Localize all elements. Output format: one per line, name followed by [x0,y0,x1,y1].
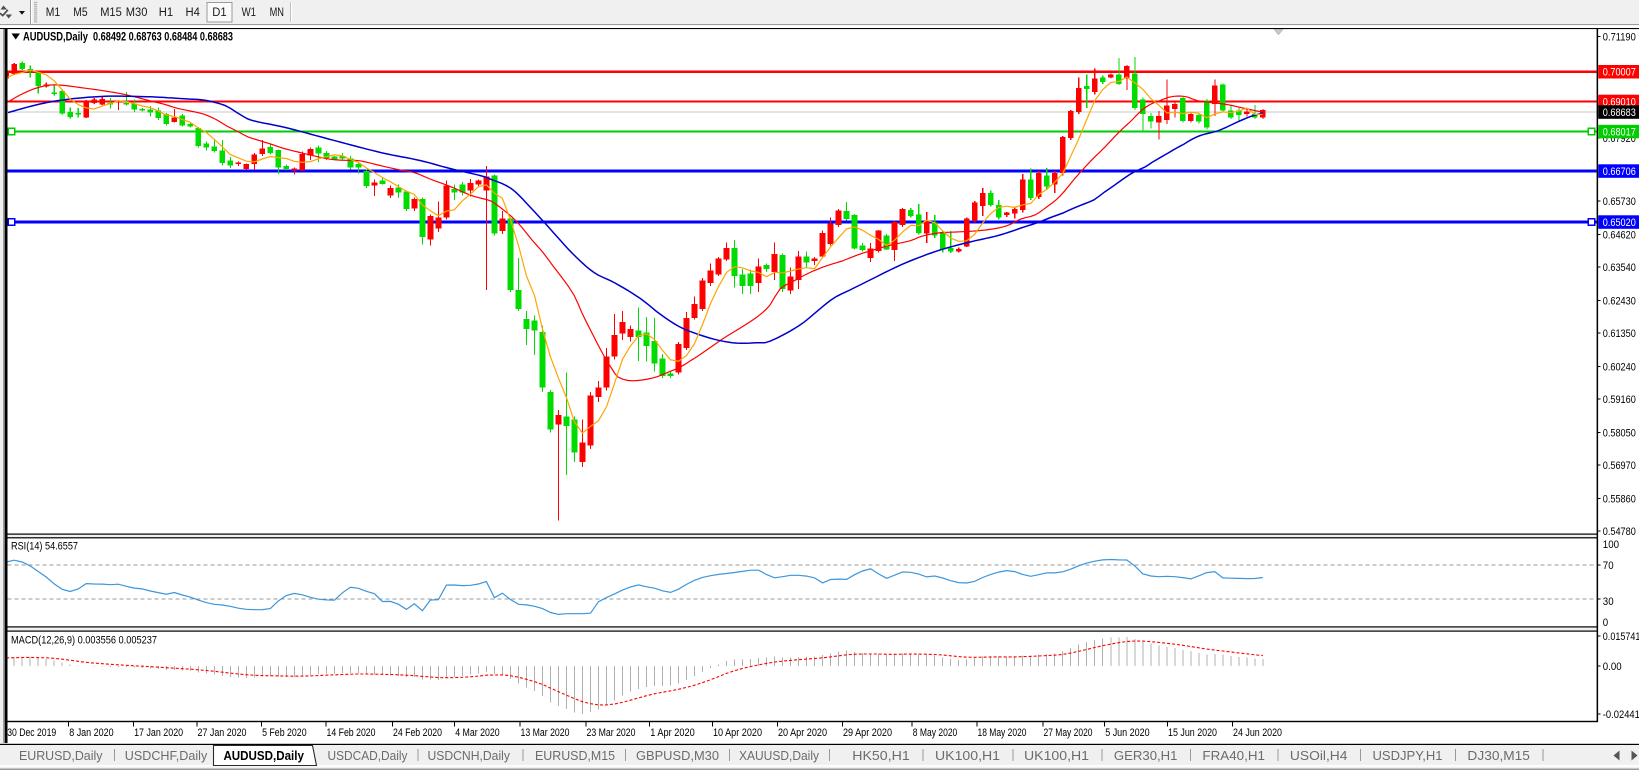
svg-text:EURUSD,Daily: EURUSD,Daily [19,749,103,763]
svg-text:M15: M15 [100,7,122,19]
svg-text:EURUSD,M15: EURUSD,M15 [535,749,615,763]
svg-text:100: 100 [1603,539,1619,551]
svg-text:23 Mar 2020: 23 Mar 2020 [587,727,636,739]
svg-text:4 Mar 2020: 4 Mar 2020 [455,727,500,739]
svg-text:17 Jan 2020: 17 Jan 2020 [134,727,183,739]
svg-text:24 Jun 2020: 24 Jun 2020 [1233,727,1282,739]
svg-text:1 Apr 2020: 1 Apr 2020 [650,727,695,739]
svg-text:USDCHF,Daily: USDCHF,Daily [125,749,208,763]
svg-text:H1: H1 [159,7,173,19]
svg-text:29 Apr 2020: 29 Apr 2020 [843,727,892,739]
svg-text:0.65730: 0.65730 [1603,196,1636,208]
svg-text:27 May 2020: 27 May 2020 [1044,727,1093,739]
svg-text:UK100,H1: UK100,H1 [1024,749,1089,763]
svg-text:70: 70 [1603,560,1614,572]
svg-text:0.59160: 0.59160 [1603,394,1636,406]
svg-text:M30: M30 [126,7,148,19]
svg-text:0.60240: 0.60240 [1603,361,1636,373]
svg-text:18 May 2020: 18 May 2020 [978,727,1027,739]
svg-text:0.68683: 0.68683 [1603,107,1636,119]
svg-text:XAUUSD,Daily: XAUUSD,Daily [739,749,820,763]
svg-text:GBPUSD,M30: GBPUSD,M30 [636,749,719,763]
svg-text:8 Jan 2020: 8 Jan 2020 [69,727,114,739]
svg-text:MACD(12,26,9) 0.003556 0.00523: MACD(12,26,9) 0.003556 0.005237 [11,635,157,647]
svg-text:30: 30 [1603,596,1614,608]
svg-text:0: 0 [1603,617,1608,629]
svg-text:0.68492 0.68763 0.68484 0.6868: 0.68492 0.68763 0.68484 0.68683 [93,32,233,44]
svg-text:5 Jun 2020: 5 Jun 2020 [1105,727,1150,739]
svg-text:24 Feb 2020: 24 Feb 2020 [393,727,442,739]
svg-text:UK100,H1: UK100,H1 [935,749,1000,763]
svg-text:0.66706: 0.66706 [1603,166,1636,178]
svg-text:GER30,H1: GER30,H1 [1114,749,1178,763]
svg-text:0.70007: 0.70007 [1603,67,1636,79]
svg-text:RSI(14) 54.6557: RSI(14) 54.6557 [11,541,78,553]
svg-text:13 Mar 2020: 13 Mar 2020 [521,727,570,739]
svg-text:5 Feb 2020: 5 Feb 2020 [262,727,307,739]
svg-text:0.71190: 0.71190 [1603,32,1636,44]
svg-text:FRA40,H1: FRA40,H1 [1202,749,1265,763]
svg-text:10 Apr 2020: 10 Apr 2020 [713,727,762,739]
svg-text:DJ30,M15: DJ30,M15 [1467,749,1530,763]
svg-text:0.64620: 0.64620 [1603,229,1636,241]
svg-text:0.68017: 0.68017 [1603,127,1636,139]
svg-text:0.56970: 0.56970 [1603,460,1636,472]
svg-text:0.015741: 0.015741 [1603,631,1639,643]
svg-text:0.55860: 0.55860 [1603,494,1636,506]
svg-text:AUDUSD,Daily: AUDUSD,Daily [223,749,304,763]
svg-text:M5: M5 [73,7,87,19]
svg-text:8 May 2020: 8 May 2020 [913,727,958,739]
svg-text:USOil,H4: USOil,H4 [1290,749,1348,763]
svg-text:HK50,H1: HK50,H1 [852,749,910,763]
svg-text:0.00: 0.00 [1603,661,1622,673]
svg-text:0.65020: 0.65020 [1603,217,1636,229]
svg-text:USDJPY,H1: USDJPY,H1 [1373,749,1443,763]
svg-text:D1: D1 [212,7,226,19]
svg-text:0.58050: 0.58050 [1603,428,1636,440]
svg-text:M1: M1 [46,7,60,19]
svg-text:20 Apr 2020: 20 Apr 2020 [778,727,827,739]
svg-text:MN: MN [270,7,284,19]
svg-text:15 Jun 2020: 15 Jun 2020 [1168,727,1217,739]
svg-text:14 Feb 2020: 14 Feb 2020 [327,727,376,739]
svg-text:AUDUSD,Daily: AUDUSD,Daily [23,32,88,44]
svg-text:W1: W1 [242,7,256,19]
svg-text:0.63540: 0.63540 [1603,262,1636,274]
svg-text:27 Jan 2020: 27 Jan 2020 [198,727,247,739]
svg-text:H4: H4 [186,7,201,19]
svg-text:-0.024412: -0.024412 [1603,709,1639,721]
svg-text:30 Dec 2019: 30 Dec 2019 [7,727,56,739]
svg-text:USDCNH,Daily: USDCNH,Daily [427,749,510,763]
svg-text:0.62430: 0.62430 [1603,295,1636,307]
svg-text:USDCAD,Daily: USDCAD,Daily [328,749,409,763]
svg-text:0.54780: 0.54780 [1603,526,1636,538]
svg-text:0.61350: 0.61350 [1603,328,1636,340]
